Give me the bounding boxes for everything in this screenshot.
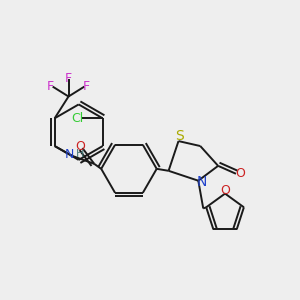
Text: H: H	[76, 149, 85, 159]
Text: F: F	[65, 72, 72, 85]
Text: O: O	[235, 167, 245, 180]
Text: O: O	[76, 140, 85, 152]
Text: N: N	[197, 175, 208, 189]
Text: N: N	[65, 148, 74, 161]
Text: Cl: Cl	[71, 112, 83, 125]
Text: F: F	[83, 80, 90, 93]
Text: S: S	[175, 129, 184, 143]
Text: F: F	[47, 80, 54, 93]
Text: O: O	[220, 184, 230, 197]
